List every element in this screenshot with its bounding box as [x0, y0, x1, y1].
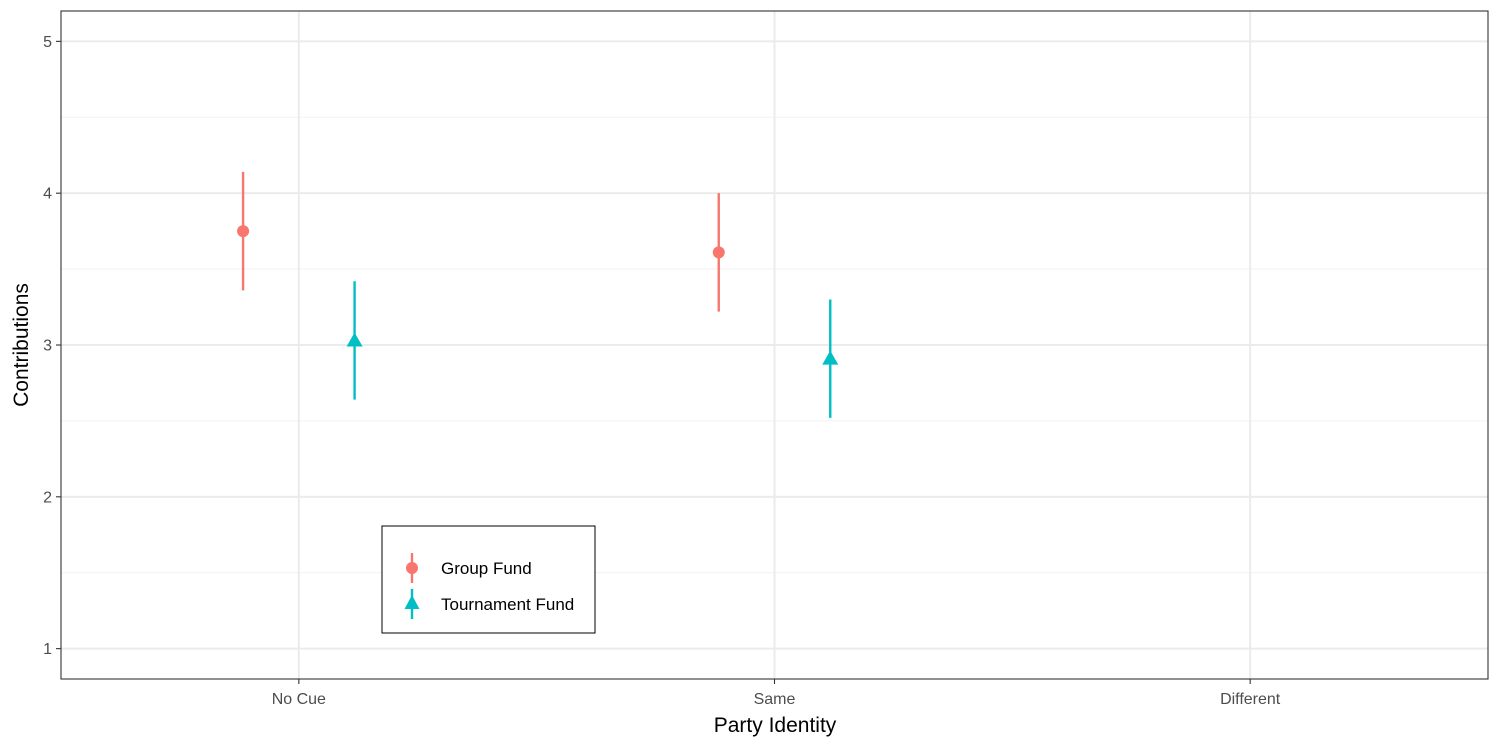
x-tick-label: No Cue: [272, 691, 326, 708]
x-axis-title: Party Identity: [714, 714, 837, 737]
legend-box: [381, 525, 596, 634]
legend-label-tournament-fund: Tournament Fund: [441, 595, 574, 614]
point-group-fund: [712, 246, 725, 259]
y-axis-title: Contributions: [10, 283, 33, 407]
point-tournament-fund: [822, 350, 839, 365]
x-tick-label: Same: [754, 691, 796, 708]
y-tick-label: 1: [43, 641, 52, 658]
point-tournament-fund: [346, 332, 363, 347]
x-axis: No Cue Same Different: [272, 679, 1281, 708]
y-tick-label: 4: [43, 186, 52, 203]
legend-item-tournament-fund: Tournament Fund: [404, 589, 574, 619]
point-group-fund: [237, 225, 250, 238]
legend-item-group-fund: Group Fund: [406, 553, 532, 583]
legend-key-triangle-icon: [404, 595, 420, 609]
major-gridlines: [61, 11, 1488, 679]
x-tick-label: Different: [1220, 691, 1281, 708]
y-axis: 1 2 3 4 5: [43, 34, 61, 658]
y-tick-label: 2: [43, 489, 52, 506]
data-marks: [237, 171, 839, 418]
legend: Group Fund Tournament Fund: [381, 525, 596, 634]
y-tick-label: 3: [43, 338, 52, 355]
legend-key-circle-icon: [406, 562, 418, 574]
legend-label-group-fund: Group Fund: [441, 559, 532, 578]
y-tick-label: 5: [43, 34, 52, 51]
